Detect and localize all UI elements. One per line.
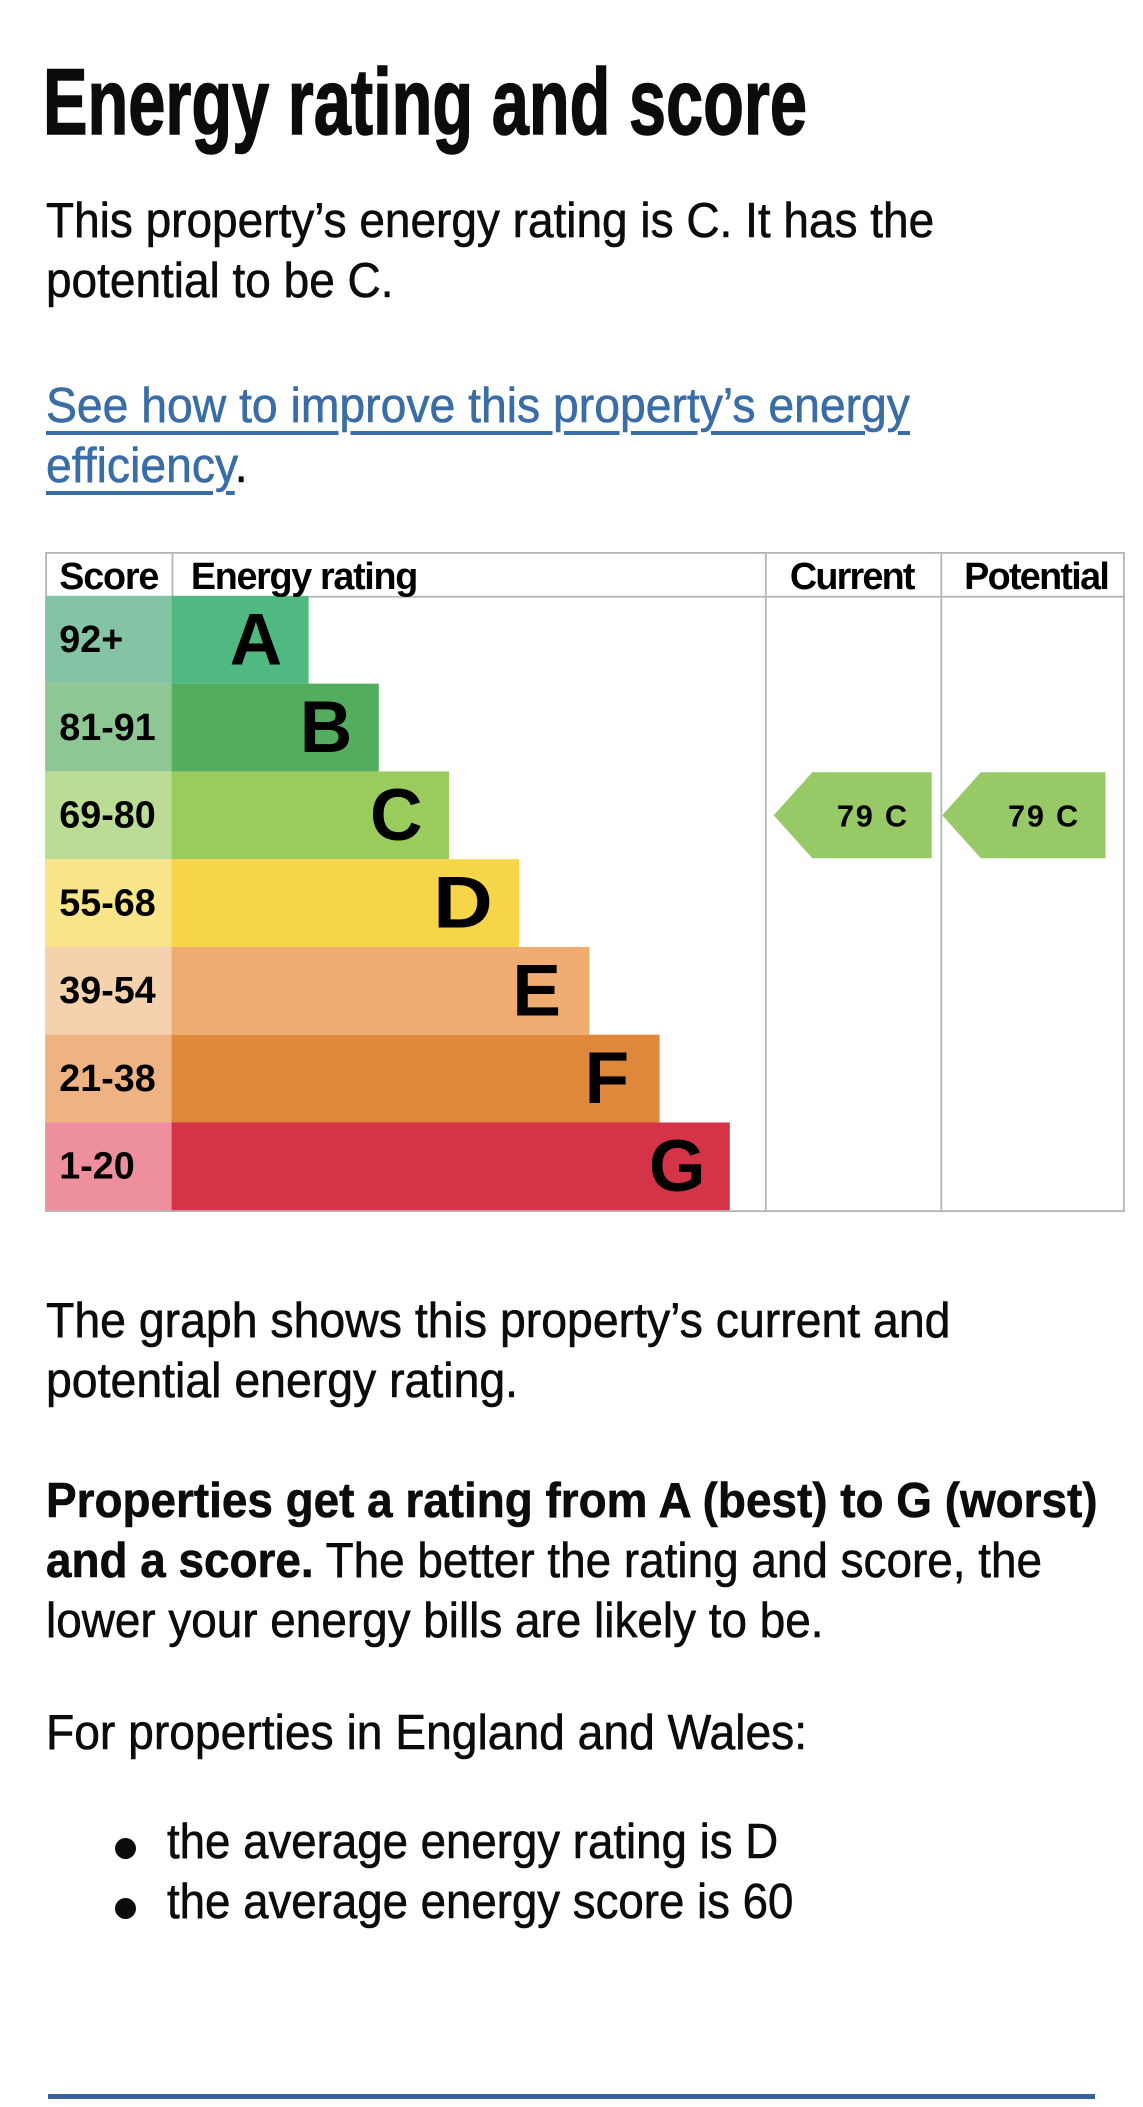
svg-text:B: B	[300, 687, 353, 768]
svg-text:79 C: 79 C	[837, 799, 907, 834]
svg-text:G: G	[649, 1126, 706, 1207]
svg-text:Potential: Potential	[964, 555, 1110, 597]
svg-text:92+: 92+	[59, 618, 123, 660]
svg-text:Energy rating: Energy rating	[191, 555, 418, 597]
svg-text:Current: Current	[790, 555, 916, 597]
svg-text:A: A	[230, 599, 283, 680]
svg-text:81-91: 81-91	[59, 706, 155, 748]
svg-text:Score: Score	[59, 555, 159, 597]
svg-text:69-80: 69-80	[59, 794, 155, 836]
svg-text:21-38: 21-38	[59, 1057, 155, 1099]
svg-text:79 C: 79 C	[1008, 799, 1078, 834]
svg-text:39-54: 39-54	[59, 969, 155, 1011]
svg-text:1-20: 1-20	[59, 1145, 135, 1187]
svg-text:55-68: 55-68	[59, 881, 155, 923]
svg-text:C: C	[370, 775, 423, 856]
svg-text:D: D	[433, 863, 493, 944]
svg-text:E: E	[512, 950, 561, 1031]
svg-text:F: F	[585, 1038, 629, 1119]
